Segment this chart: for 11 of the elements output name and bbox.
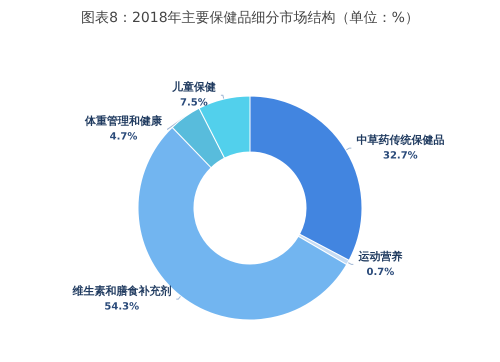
data-label: 32.7% [382, 150, 418, 162]
data-label: 7.5% [180, 98, 208, 109]
slice-label: 儿童保健 [170, 80, 216, 94]
slice-label: 中草药传统保健品 [356, 134, 444, 147]
slice-label: 维生素和膳食补充剂 [71, 284, 172, 298]
slice-label: 体重管理和健康 [84, 114, 164, 128]
slice-label: 运动营养 [357, 250, 402, 263]
data-label: 4.7% [110, 132, 138, 143]
chart-title: 图表8：2018年主要保健品细分市场结构（单位：%） [81, 10, 419, 26]
data-label: 0.7% [366, 266, 394, 278]
data-label: 54.3% [104, 302, 140, 313]
